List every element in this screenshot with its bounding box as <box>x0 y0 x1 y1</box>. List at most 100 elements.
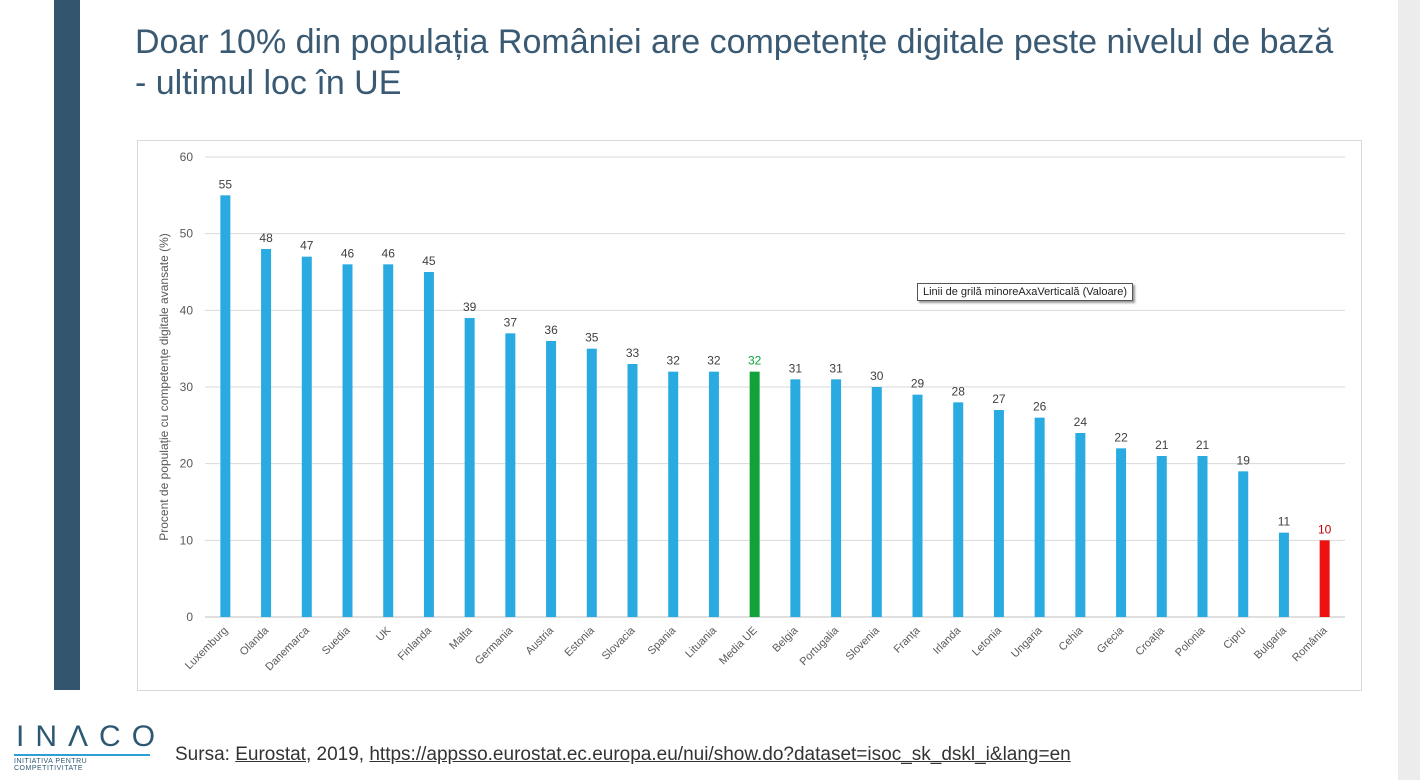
x-tick-label: Luxemburg <box>183 625 230 672</box>
y-tick-label: 30 <box>180 380 194 394</box>
y-tick-label: 0 <box>186 610 193 624</box>
y-tick-label: 20 <box>180 457 194 471</box>
data-label: 32 <box>667 354 681 368</box>
x-tick-label: Olanda <box>238 624 272 658</box>
data-label: 45 <box>422 254 436 268</box>
x-tick-label: Belgia <box>770 624 801 655</box>
source-prefix: Sursa: <box>175 744 236 765</box>
slide-title: Doar 10% din populația României are comp… <box>135 23 1334 102</box>
x-tick-label: Irlanda <box>931 624 964 657</box>
bar-grecia <box>1116 448 1127 617</box>
x-tick-label: Cehia <box>1057 624 1086 653</box>
bar-olanda <box>261 249 272 617</box>
x-tick-label: Finlanda <box>396 624 435 663</box>
right-edge-strip <box>1398 0 1420 780</box>
bar-uk <box>383 264 394 617</box>
data-label: 21 <box>1155 438 1169 452</box>
bar-austria <box>546 341 557 617</box>
data-label: 31 <box>789 361 803 375</box>
x-tick-label: Malta <box>447 624 475 652</box>
x-tick-label: Croația <box>1133 624 1167 658</box>
y-tick-label: 60 <box>180 150 194 164</box>
bar-ungaria <box>1034 417 1045 617</box>
bar-cehia <box>1075 433 1086 617</box>
data-label: 31 <box>829 361 843 375</box>
bar-belgia <box>790 379 801 617</box>
x-tick-label: Media UE <box>717 625 760 668</box>
bar-slovacia <box>627 364 638 617</box>
data-label: 27 <box>992 392 1006 406</box>
bar-slovenia <box>871 387 882 617</box>
data-label: 37 <box>504 315 518 329</box>
bar-irlanda <box>953 402 964 617</box>
y-tick-label: 50 <box>180 227 194 241</box>
bar-lituania <box>708 371 719 617</box>
data-label: 29 <box>911 377 925 391</box>
data-label: 28 <box>952 384 966 398</box>
source-name: Eurostat <box>235 744 306 765</box>
y-axis-title: Procent de populație cu competențe digit… <box>157 233 171 541</box>
data-label: 32 <box>707 354 721 368</box>
data-label: 46 <box>382 246 396 260</box>
data-label: 39 <box>463 300 477 314</box>
bar-finlanda <box>423 272 434 617</box>
bar-media-ue <box>749 371 760 617</box>
bar-malta <box>464 318 475 617</box>
x-tick-label: Cipru <box>1221 625 1248 652</box>
bar-suedia <box>342 264 353 617</box>
source-url-link[interactable]: https://appsso.eurostat.ec.europa.eu/nui… <box>369 744 1071 765</box>
bar-germania <box>505 333 516 617</box>
source-line: Sursa: Eurostat, 2019, https://appsso.eu… <box>175 744 1071 766</box>
x-tick-label: Letonia <box>970 624 1005 659</box>
bar-rom-nia <box>1319 540 1330 617</box>
x-tick-label: Danemarca <box>263 624 312 673</box>
inaco-logo: INΛCO INITIATIVA PENTRU COMPETITIVITATE <box>14 720 167 772</box>
data-label: 46 <box>341 246 355 260</box>
data-label: 24 <box>1074 415 1088 429</box>
x-tick-label: Lituania <box>683 624 719 660</box>
chart-area: 0 10 20 30 40 50 60 Procent de populație cu com… <box>137 140 1362 691</box>
data-label: 55 <box>219 177 233 191</box>
left-accent-bar <box>54 0 80 690</box>
data-label: 11 <box>1278 515 1291 529</box>
x-tick-label: Polonia <box>1173 624 1208 659</box>
data-label: 22 <box>1114 430 1128 444</box>
logo-underline <box>14 754 150 756</box>
data-label: 32 <box>748 354 762 368</box>
x-tick-label: Bulgaria <box>1252 624 1290 662</box>
y-tick-label: 10 <box>180 533 194 547</box>
bar-cipru <box>1238 471 1249 617</box>
data-label: 30 <box>870 369 884 383</box>
x-tick-label: UK <box>374 624 394 644</box>
bar-spania <box>668 371 679 617</box>
bar-chart: 0 10 20 30 40 50 60 Procent de populație cu com… <box>157 150 1345 673</box>
bar-portugalia <box>831 379 842 617</box>
x-tick-label: Germania <box>473 624 516 667</box>
bar-bulgaria <box>1278 532 1289 617</box>
bar-letonia <box>993 410 1004 617</box>
x-tick-label: Estonia <box>562 624 597 659</box>
bar-croa-ia <box>1156 456 1167 617</box>
x-tick-label: Grecia <box>1095 624 1127 656</box>
y-tick-label: 40 <box>180 303 194 317</box>
x-tick-label: Ungaria <box>1009 624 1045 660</box>
gridline-tooltip: Linii de grilă minoreAxaVerticală (Valoa… <box>917 283 1134 301</box>
bar-danemarca <box>301 256 312 617</box>
data-label: 33 <box>626 346 640 360</box>
data-label: 10 <box>1318 522 1332 536</box>
x-tick-label: Franța <box>892 624 924 656</box>
logo-wordmark: INΛCO <box>16 720 167 753</box>
x-tick-label: Portugalia <box>798 624 842 668</box>
source-year: , 2019, <box>305 744 370 765</box>
data-label: 19 <box>1237 453 1251 467</box>
data-label: 36 <box>544 323 558 337</box>
data-label: 35 <box>585 331 599 345</box>
data-label: 48 <box>259 231 273 245</box>
bar-luxemburg <box>220 195 231 618</box>
x-tick-label: Suedia <box>320 624 353 657</box>
x-tick-label: Austria <box>523 624 556 657</box>
x-tick-label: România <box>1290 624 1330 664</box>
data-label: 47 <box>300 239 314 253</box>
bar-estonia <box>586 348 597 617</box>
logo-subtitle: INITIATIVA PENTRU COMPETITIVITATE <box>14 758 88 772</box>
